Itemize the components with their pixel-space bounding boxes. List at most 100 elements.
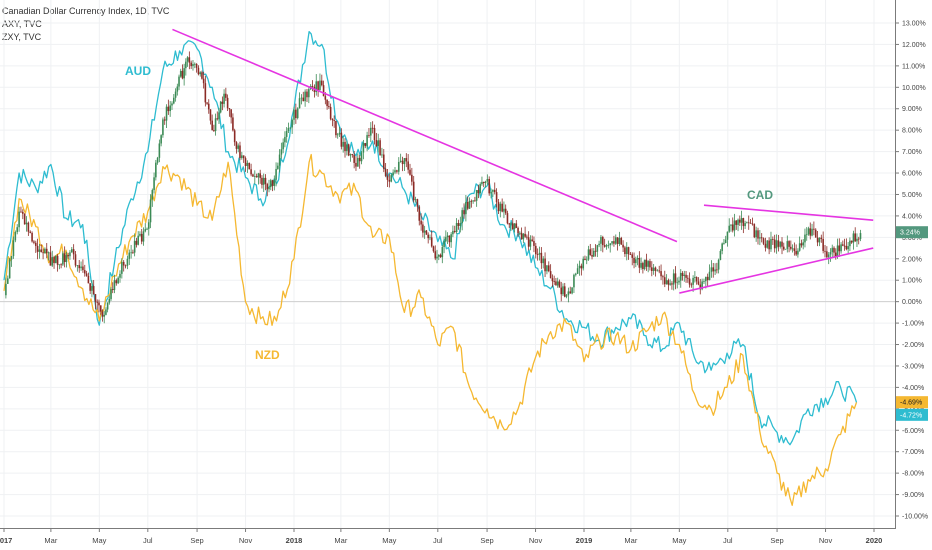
candle-body [779,241,782,247]
candle-body [640,263,642,268]
candle-body [364,143,367,147]
y-tick-label: 5.00% [902,192,922,199]
candle-body [133,240,136,253]
candle-body [441,247,444,258]
candle-body [60,264,62,266]
candle-body [360,152,363,162]
candle-body [504,208,507,214]
candle-body [531,239,533,241]
candle-body [461,210,463,224]
candle-body [465,201,467,215]
candle-body [660,271,662,277]
candle-body [724,239,727,243]
candle-body [146,228,148,230]
candle-body [636,257,639,260]
y-tick-label: -7.00% [902,449,924,456]
candle-body [633,257,635,264]
candle-body [706,276,709,281]
candle-body [629,254,632,256]
candle-body [703,281,705,282]
candle-body [692,277,694,285]
legend-main-series: Canadian Dollar Currency Index, 1D, TVC [2,6,170,16]
candle-body [252,174,254,177]
y-tick-label: 12.00% [902,42,926,49]
candle-body [580,265,583,269]
candle-body [627,247,630,255]
candle-body [614,237,617,244]
candle-body [20,211,22,213]
candle-body [814,229,817,238]
candle-body [45,248,48,254]
candle-body [358,157,361,162]
candle-body [527,237,530,247]
candle-body [596,245,599,252]
candle-body [443,241,445,248]
candle-body [204,83,207,103]
y-tick-label: -2.00% [902,342,924,349]
candle-body [216,118,219,120]
candle-body [235,142,238,149]
candle-body [293,109,295,120]
chart-legend: Canadian Dollar Currency Index, 1D, TVC … [2,5,169,44]
candle-body [291,119,293,128]
candle-body [522,233,525,240]
candle-body [429,237,431,239]
y-tick-label: -9.00% [902,492,924,499]
candle-body [598,243,600,246]
candle-body [250,169,252,175]
candle-body [647,261,649,267]
x-axis-panel [0,529,932,550]
candle-body [681,272,684,276]
candle-body [241,155,243,159]
candle-body [781,241,783,247]
candle-body [396,170,398,172]
candle-body [62,253,64,265]
candle-body [434,251,437,259]
y-tick-label: 11.00% [902,63,925,70]
candle-body [261,177,263,185]
candle-body [302,97,305,102]
candle-body [695,277,698,282]
candle-body [58,264,61,266]
candle-body [67,255,69,257]
price-badge-label: 3.24% [900,230,920,237]
y-tick-label: 6.00% [902,171,922,178]
candle-body [83,270,86,274]
candle-body [699,284,702,290]
candle-body [710,267,713,272]
candle-body [158,143,161,158]
candle-body [705,276,707,282]
candle-body [731,224,734,231]
candle-body [357,157,359,167]
candle-body [831,247,834,253]
candle-body [770,239,772,250]
annotation-aud: AUD [125,64,151,78]
candle-body [403,158,406,165]
candle-body [574,273,577,275]
candle-body [336,134,339,136]
candle-body [533,240,535,246]
candle-body [811,228,813,236]
candle-body [153,177,155,191]
candle-body [793,248,796,252]
trendline [703,204,874,221]
candle-body [195,63,198,68]
candle-body [784,248,787,250]
candle-body [344,141,346,152]
x-tick-label: Jul [433,536,443,545]
candle-body [156,157,159,163]
candle-body [759,237,761,239]
candle-body [723,242,725,244]
candle-body [254,176,256,177]
candle-body [371,127,374,129]
candle-body [714,269,716,272]
candle-body [22,211,24,214]
candle-body [649,261,651,268]
candle-body [418,206,421,221]
candle-body [678,280,680,283]
candle-body [493,189,496,193]
candle-body [719,250,722,260]
candle-body [108,298,111,303]
candle-body [650,267,653,271]
